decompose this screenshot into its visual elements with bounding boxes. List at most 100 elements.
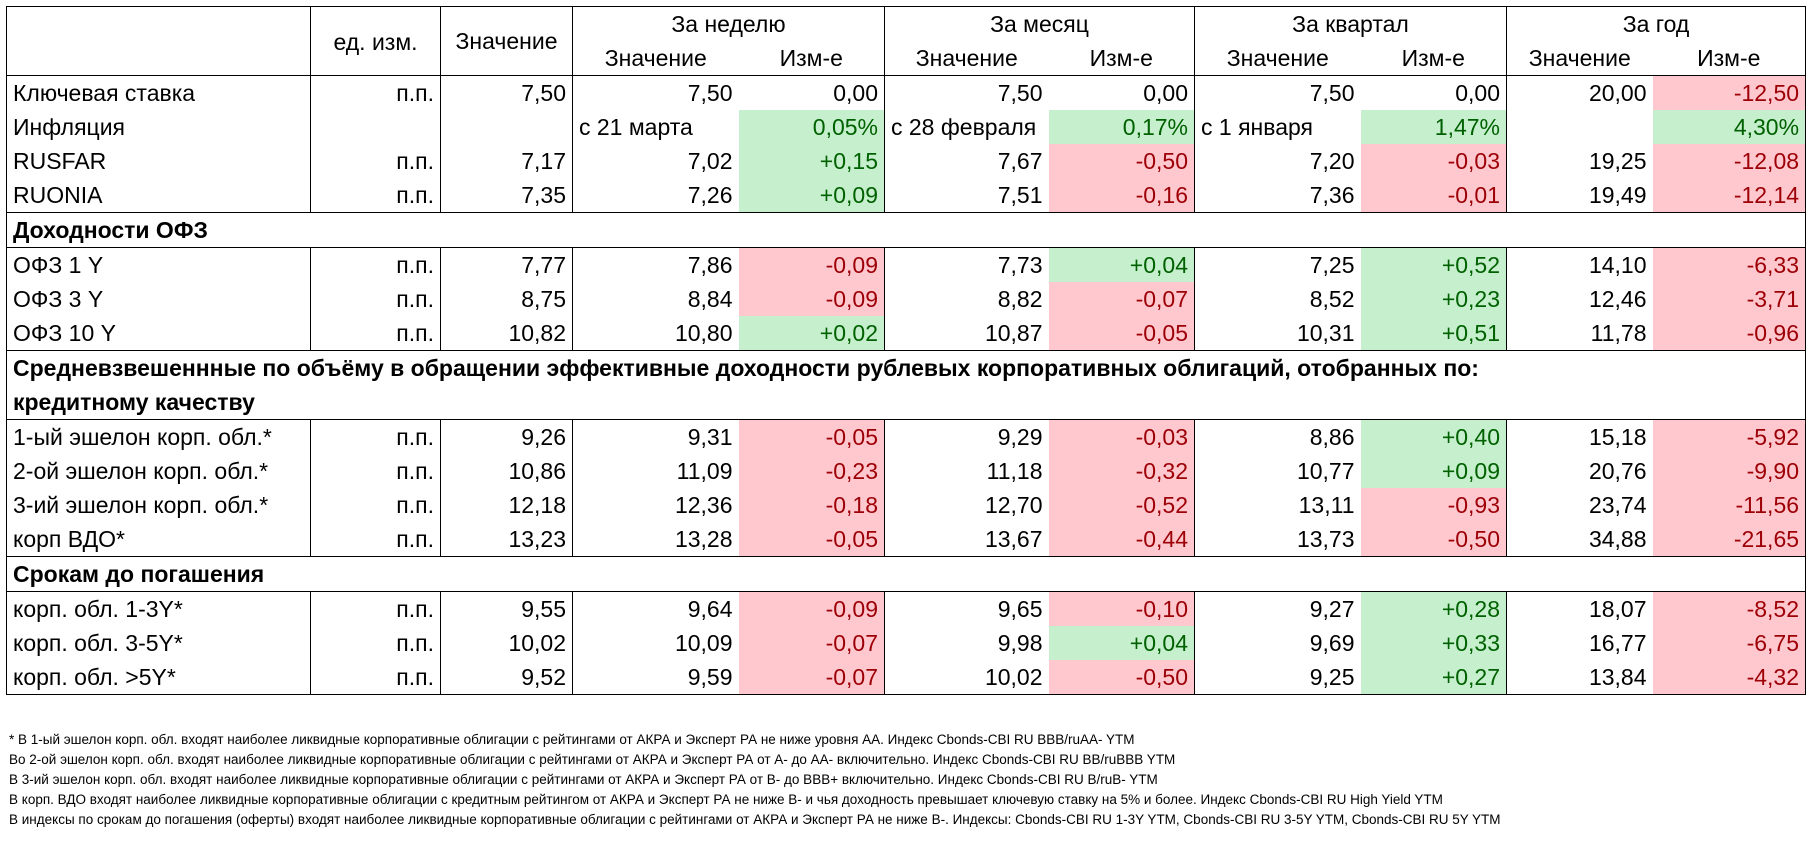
week-change-cell: +0,02: [738, 316, 885, 351]
week-value-cell: 12,36: [674, 492, 733, 518]
week-value-cell: 9,59: [572, 660, 739, 695]
week-value-cell: 8,84: [687, 286, 733, 312]
subheader-value: Значение: [572, 41, 739, 76]
table-row: Ключевая ставка п.п. 7,50 7,50 0,00 7,50 0,00 7…: [6, 75, 1807, 110]
row-label: корп. обл. 3-5Y*: [6, 626, 311, 660]
year-value-cell: 19,49: [1588, 182, 1647, 208]
unit-cell: [310, 110, 441, 144]
month-change-cell: -0,10: [1048, 591, 1195, 626]
footnotes: * В 1-ый эшелон корп. обл. входят наибол…: [9, 730, 1501, 830]
quarter-value-cell: 8,86: [1194, 419, 1361, 454]
header-blank: [6, 6, 311, 76]
month-change-cell: -0,05: [1048, 316, 1195, 351]
section-row: Срокам до погашения: [5, 556, 1807, 592]
value-cell: 8,75: [440, 282, 573, 316]
value-cell: 9,26: [440, 419, 573, 454]
header-value: Значение: [440, 6, 573, 76]
section-row: Доходности ОФЗ: [5, 212, 1807, 248]
month-change-cell: -0,16: [1048, 178, 1195, 213]
value-cell: 10,02: [440, 626, 573, 660]
quarter-value-cell: 10,31: [1296, 320, 1355, 346]
week-value-cell: 9,31: [572, 419, 739, 454]
year-change-cell: -5,92: [1652, 419, 1807, 454]
value-cell: [440, 110, 573, 144]
week-change-cell: 0,00: [738, 75, 885, 110]
value-cell: 13,23: [440, 522, 573, 557]
year-change-cell: -0,96: [1652, 316, 1807, 351]
year-value-cell: 23,74: [1588, 492, 1647, 518]
unit-cell: п.п.: [310, 454, 441, 488]
quarter-change-cell: +0,23: [1360, 282, 1508, 316]
month-value-cell: 7,51: [997, 182, 1043, 208]
month-value-cell: 9,98: [997, 630, 1043, 656]
quarter-value-cell: 9,69: [1309, 630, 1355, 656]
year-change-cell: -4,32: [1652, 660, 1807, 695]
unit-cell: п.п.: [310, 419, 441, 454]
week-value-cell: 9,64: [572, 591, 739, 626]
quarter-change-cell: +0,27: [1360, 660, 1508, 695]
year-value-cell: 14,10: [1506, 247, 1653, 282]
year-change-cell: -12,50: [1652, 75, 1807, 110]
subheader-change: Изм-е: [738, 41, 885, 76]
week-value-cell: 7,50: [572, 75, 739, 110]
month-value-cell: 8,82: [997, 286, 1043, 312]
year-value-cell: 19,25: [1588, 148, 1647, 174]
week-change-cell: -0,09: [738, 247, 885, 282]
year-value-cell: 12,46: [1588, 286, 1647, 312]
quarter-change-cell: 1,47%: [1360, 110, 1508, 144]
week-value-cell: 13,28: [674, 526, 733, 552]
month-value-cell: 7,73: [884, 247, 1049, 282]
quarter-value-cell: 7,20: [1309, 148, 1355, 174]
unit-cell: п.п.: [310, 626, 441, 660]
value-cell: 10,82: [440, 316, 573, 351]
year-change-cell: -8,52: [1652, 591, 1807, 626]
header-week: За неделю: [572, 6, 885, 41]
unit-cell: п.п.: [310, 660, 441, 695]
month-value-cell: 9,65: [884, 591, 1049, 626]
week-value-cell: 10,09: [674, 630, 733, 656]
footnote: В 3-ий эшелон корп. обл. входят наиболее…: [9, 772, 1158, 787]
month-value-cell: 9,29: [884, 419, 1049, 454]
row-label: корп. обл. >5Y*: [6, 660, 311, 695]
month-change-cell: -0,44: [1048, 522, 1195, 557]
unit-cell: п.п.: [310, 144, 441, 178]
table-row: корп. обл. 3-5Y* п.п. 10,02 10,09 -0,07 9,98 +…: [6, 626, 1807, 660]
year-change-cell: -12,14: [1652, 178, 1807, 213]
quarter-change-cell: -0,93: [1360, 488, 1508, 522]
week-value-cell: 10,80: [674, 320, 733, 346]
quarter-change-cell: +0,28: [1360, 591, 1508, 626]
table-row: корп ВДО* п.п. 13,23 13,28 -0,05 13,67 -0,44 13…: [6, 522, 1807, 557]
month-change-cell: -0,03: [1048, 419, 1195, 454]
section-title-ofz: Доходности ОФЗ: [5, 212, 1807, 248]
row-label: ОФЗ 3 Y: [6, 282, 311, 316]
week-value-cell: 7,02: [687, 148, 733, 174]
header-quarter: За квартал: [1194, 6, 1508, 41]
unit-cell: п.п.: [310, 316, 441, 351]
quarter-value-cell: 9,25: [1194, 660, 1361, 695]
year-value-cell: 13,84: [1506, 660, 1653, 695]
header-month: За месяц: [884, 6, 1195, 41]
month-value-cell: 12,70: [984, 492, 1043, 518]
year-change-cell: -6,75: [1652, 626, 1807, 660]
header-year: За год: [1506, 6, 1807, 41]
row-label: ОФЗ 10 Y: [6, 316, 311, 351]
month-change-cell: -0,50: [1048, 144, 1195, 178]
table-row: 1-ый эшелон корп. обл.* п.п. 9,26 9,31 -0,05…: [6, 419, 1807, 454]
month-value-cell: 10,02: [884, 660, 1049, 695]
quarter-change-cell: +0,52: [1360, 247, 1508, 282]
footnote: В индексы по срокам до погашения (оферты…: [9, 812, 1501, 827]
header-row-1: ед. изм. Значение За неделю За месяц За …: [6, 6, 1807, 76]
unit-cell: п.п.: [310, 75, 441, 110]
unit-cell: п.п.: [310, 247, 441, 282]
year-value-cell: 15,18: [1506, 419, 1653, 454]
quarter-value-cell: 13,11: [1298, 492, 1355, 518]
quarter-value-cell: 7,50: [1194, 75, 1361, 110]
quarter-value-cell: 7,25: [1194, 247, 1361, 282]
year-value-cell: 18,07: [1506, 591, 1653, 626]
subheader-value: Значение: [915, 45, 1018, 71]
month-value-cell: 11,18: [986, 458, 1043, 484]
week-change-cell: -0,05: [738, 419, 885, 454]
month-change-cell: -0,50: [1048, 660, 1195, 695]
month-value-cell: с 28 февраля: [891, 114, 1037, 140]
